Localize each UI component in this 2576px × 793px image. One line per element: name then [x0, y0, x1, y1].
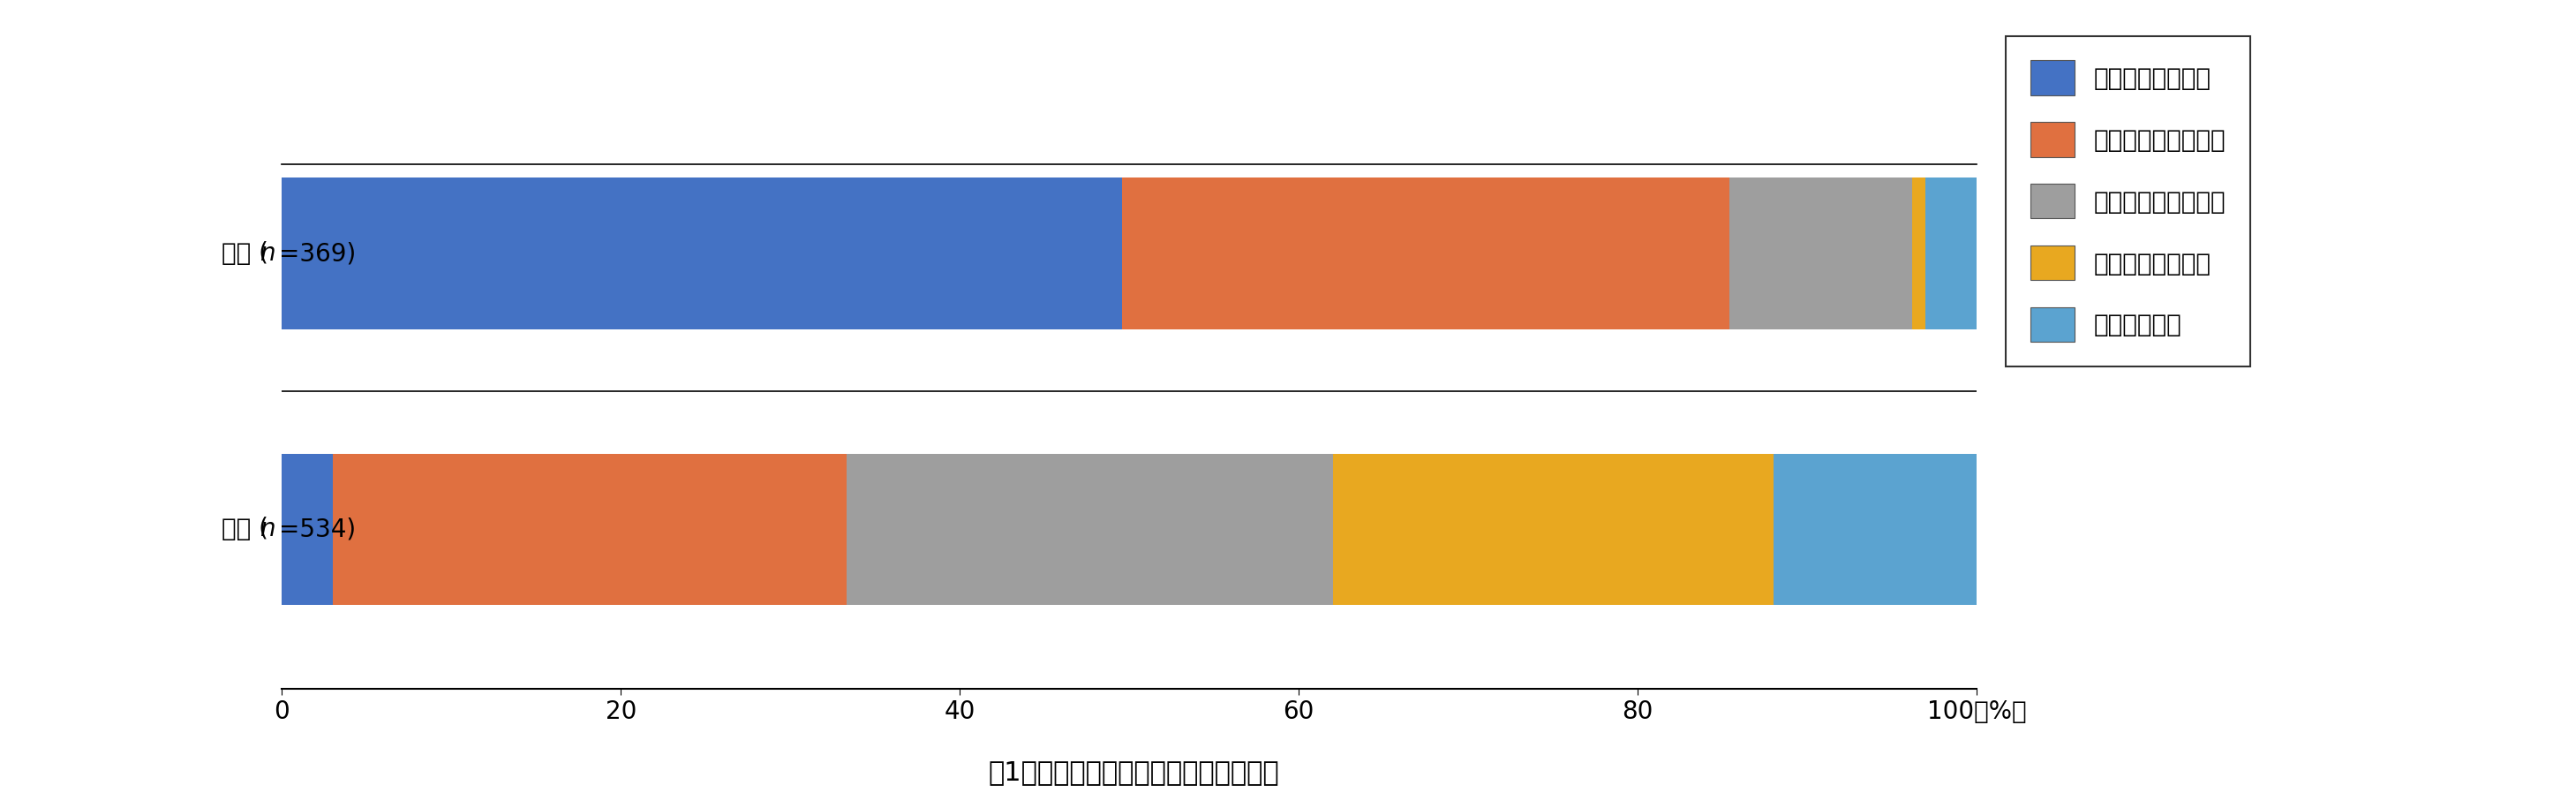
Bar: [848, 454, 1332, 605]
Text: 図1　目的を把握した上でのデータ収集: 図1 目的を把握した上でのデータ収集: [989, 760, 1278, 785]
Bar: [1728, 178, 1911, 329]
Bar: [1927, 178, 1976, 329]
Bar: [1911, 178, 1927, 329]
Legend: 十分にできている, まあまあできている, どちらともいえない, 余りできていない, できていない: 十分にできている, まあまあできている, どちらともいえない, 余りできていない…: [2007, 36, 2251, 366]
Text: 米国 (: 米国 (: [222, 241, 268, 266]
Bar: [281, 454, 332, 605]
Bar: [332, 454, 848, 605]
Bar: [1772, 454, 1976, 605]
Text: 日本 (: 日本 (: [222, 517, 268, 542]
Text: =369): =369): [278, 241, 355, 266]
Text: n: n: [260, 517, 276, 542]
Bar: [1123, 178, 1728, 329]
Bar: [1332, 454, 1772, 605]
Text: =534): =534): [278, 517, 355, 542]
Text: n: n: [260, 241, 276, 266]
Bar: [281, 178, 1123, 329]
